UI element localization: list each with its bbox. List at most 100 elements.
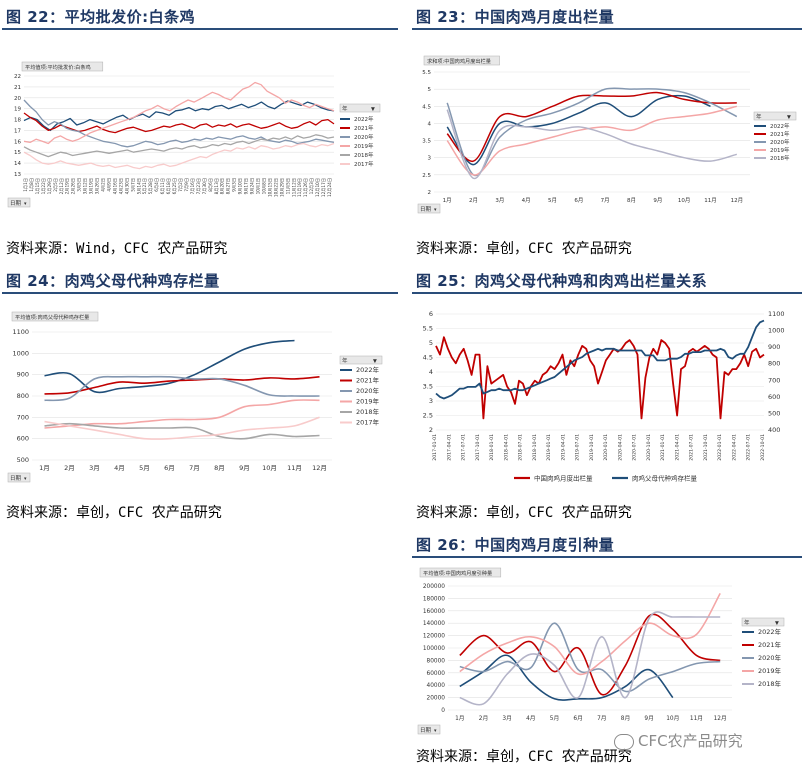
y-tick-label: 17 xyxy=(14,128,21,134)
y-tick-label: 2.5 xyxy=(422,173,431,179)
source-note: 资料来源：卓创，CFC 农产品研究 xyxy=(6,505,222,521)
y-tick-label-left: 2 xyxy=(429,426,433,434)
field-tag xyxy=(423,55,500,66)
series-line-2018年 xyxy=(44,422,320,440)
legend-label: 2021年 xyxy=(770,130,790,138)
series-line-2020年 xyxy=(23,99,335,148)
x-tick-label: 2月5日 xyxy=(53,178,59,192)
series-line-2019年 xyxy=(44,399,320,429)
x-tick-label: 3月19日 xyxy=(89,178,95,194)
y-tick-label: 1100 xyxy=(12,328,29,336)
panel-title-bar: 图 25：肉鸡父母代种鸡和肉鸡出栏量关系 xyxy=(412,266,802,294)
x-tick-label: 4月 xyxy=(526,715,536,722)
x-tick-label: 2月 xyxy=(64,464,75,472)
y-tick-label: 22 xyxy=(14,74,21,80)
x-tick-label: 5月 xyxy=(548,197,557,204)
legend-label: 2020年 xyxy=(354,133,374,141)
x-tick-label: 4月16日 xyxy=(112,178,118,194)
date-filter-button xyxy=(417,724,441,735)
x-tick-label: 11月 xyxy=(690,715,703,722)
x-tick-label: 9月3日 xyxy=(232,178,238,192)
field-tag-label: 平均值项:平均批发价:白条鸡 xyxy=(25,63,91,71)
x-tick-label: 6月 xyxy=(573,715,583,722)
series-line-2022年 xyxy=(23,100,335,132)
x-tick-label: 12月10日 xyxy=(315,178,321,197)
x-tick-label: 11月5日 xyxy=(285,178,291,194)
watermark-text: CFC农产品研究 xyxy=(638,732,743,750)
x-tick-label: 2020-04-01 xyxy=(617,434,623,461)
dropdown-arrow-icon: ▾ xyxy=(24,201,27,207)
legend-label: 2018年 xyxy=(356,407,380,416)
date-filter-label: 日期 xyxy=(10,200,22,207)
x-tick-label: 9月 xyxy=(644,715,654,722)
x-tick-label: 2022-10-01 xyxy=(760,434,766,461)
dropdown-arrow-icon: ▾ xyxy=(434,728,437,734)
legend-label: 2020年 xyxy=(758,653,782,662)
x-tick-label: 7月23日 xyxy=(196,178,202,194)
x-tick-label: 8月27日 xyxy=(226,178,232,194)
panel-title-bar: 图 24：肉鸡父母代种鸡存栏量 xyxy=(2,266,398,294)
y-tick-label: 500 xyxy=(17,456,29,464)
x-tick-label: 4月30日 xyxy=(124,178,130,194)
x-tick-label: 1月15日 xyxy=(35,178,41,194)
y-tick-label: 3 xyxy=(428,156,432,162)
x-tick-label: 10月 xyxy=(666,715,679,722)
x-tick-label: 8月6日 xyxy=(208,178,214,192)
series-line-2019年 xyxy=(446,105,737,176)
y-tick-label: 100000 xyxy=(423,646,445,652)
y-tick-label: 800 xyxy=(17,392,29,400)
y-tick-label: 15 xyxy=(14,150,21,156)
x-tick-label: 6月 xyxy=(164,464,175,472)
legend-label: 2019年 xyxy=(356,397,380,406)
x-tick-label: 2019-04-01 xyxy=(560,434,566,461)
x-tick-label: 4月23日 xyxy=(118,178,124,194)
x-tick-label: 2021-01-01 xyxy=(660,434,666,461)
x-tick-label: 2月26日 xyxy=(71,178,77,194)
watermark: CFC农产品研究 xyxy=(614,730,743,751)
x-tick-label: 1月1日 xyxy=(23,178,29,192)
x-tick-label: 12月17日 xyxy=(321,178,327,197)
x-tick-label: 4月 xyxy=(522,197,531,204)
legend-title: 年 xyxy=(342,357,348,365)
legend-label: 2022年 xyxy=(356,365,380,374)
x-tick-label: 9月 xyxy=(239,464,250,472)
source-note: 资料来源：卓创，CFC 农产品研究 xyxy=(416,241,632,257)
legend-title: 年 xyxy=(342,105,348,113)
x-tick-label: 3月 xyxy=(89,464,100,472)
legend-label: 2017年 xyxy=(356,418,380,427)
series-line-2022年 xyxy=(446,94,711,166)
x-tick-label: 9月17日 xyxy=(244,178,250,194)
legend-label: 2022年 xyxy=(354,115,374,123)
y-tick-label: 18 xyxy=(14,118,21,124)
date-filter-label: 日期 xyxy=(420,206,432,213)
panel-title: 图 23：中国肉鸡月度出栏量 xyxy=(416,8,615,26)
x-tick-label: 7月 xyxy=(597,715,607,722)
x-tick-label: 8月13日 xyxy=(214,178,220,194)
legend-label: 中国肉鸡月度出栏量 xyxy=(534,474,593,483)
field-tag-label: 求和项:中国肉鸡月度出栏量 xyxy=(427,57,491,65)
series-line-2020年 xyxy=(446,87,738,177)
legend-header xyxy=(753,111,797,121)
series-line-2020年 xyxy=(44,375,320,402)
chart-24: 平均值项:肉鸡父母代种鸡存栏量 500 600 700 800 900 1000 1100 1月… xyxy=(7,311,383,483)
date-filter-button xyxy=(7,472,31,483)
x-tick-label: 10月 xyxy=(262,464,277,472)
x-tick-label: 9月 xyxy=(653,197,662,204)
panel-23: 图 23：中国肉鸡月度出栏量 求和项:中国肉鸡月度出栏量 2 2.5 3 3.5 4 4.5… xyxy=(412,2,802,264)
x-tick-label: 10月29日 xyxy=(279,178,285,197)
x-tick-label: 10月 xyxy=(678,197,691,204)
x-tick-label: 8月20日 xyxy=(220,178,226,194)
y-tick-label: 13 xyxy=(14,172,21,178)
x-tick-label: 2018-10-01 xyxy=(532,434,538,461)
legend-header xyxy=(339,355,383,365)
x-tick-label: 1月 xyxy=(443,197,452,204)
panel-title: 图 26：中国肉鸡月度引种量 xyxy=(416,536,615,554)
x-tick-label: 7月 xyxy=(189,464,200,472)
x-tick-label: 4月2日 xyxy=(101,178,107,192)
x-tick-label: 2022-07-01 xyxy=(746,434,752,461)
x-tick-label: 2018-01-01 xyxy=(489,434,495,461)
source-note: 资料来源：卓创，CFC 农产品研究 xyxy=(416,505,632,521)
x-tick-label: 1月 xyxy=(455,715,465,722)
series-line-2018年 xyxy=(459,611,721,706)
x-tick-label: 2019-10-01 xyxy=(589,434,595,461)
